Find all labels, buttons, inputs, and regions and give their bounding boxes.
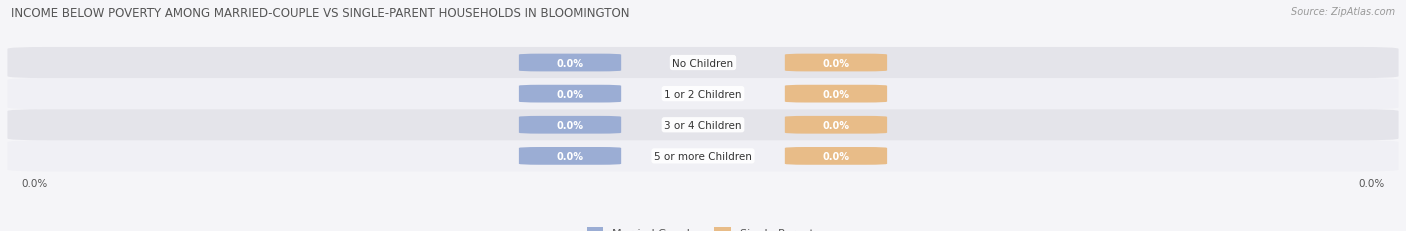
Text: 0.0%: 0.0% xyxy=(823,89,849,99)
Text: 0.0%: 0.0% xyxy=(21,179,48,188)
FancyBboxPatch shape xyxy=(7,110,1399,141)
Text: 0.0%: 0.0% xyxy=(823,58,849,68)
Text: 0.0%: 0.0% xyxy=(823,151,849,161)
FancyBboxPatch shape xyxy=(785,85,887,103)
Text: 0.0%: 0.0% xyxy=(557,58,583,68)
Text: 0.0%: 0.0% xyxy=(1358,179,1385,188)
Text: INCOME BELOW POVERTY AMONG MARRIED-COUPLE VS SINGLE-PARENT HOUSEHOLDS IN BLOOMIN: INCOME BELOW POVERTY AMONG MARRIED-COUPL… xyxy=(11,7,630,20)
Text: 0.0%: 0.0% xyxy=(557,120,583,130)
FancyBboxPatch shape xyxy=(7,141,1399,172)
Text: 0.0%: 0.0% xyxy=(823,120,849,130)
FancyBboxPatch shape xyxy=(519,55,621,72)
FancyBboxPatch shape xyxy=(7,48,1399,79)
Text: 1 or 2 Children: 1 or 2 Children xyxy=(664,89,742,99)
FancyBboxPatch shape xyxy=(7,79,1399,110)
Text: 5 or more Children: 5 or more Children xyxy=(654,151,752,161)
Text: 0.0%: 0.0% xyxy=(557,89,583,99)
FancyBboxPatch shape xyxy=(519,85,621,103)
FancyBboxPatch shape xyxy=(785,116,887,134)
Text: No Children: No Children xyxy=(672,58,734,68)
Legend: Married Couples, Single Parents: Married Couples, Single Parents xyxy=(586,227,820,231)
FancyBboxPatch shape xyxy=(785,147,887,165)
Text: Source: ZipAtlas.com: Source: ZipAtlas.com xyxy=(1291,7,1395,17)
FancyBboxPatch shape xyxy=(519,147,621,165)
FancyBboxPatch shape xyxy=(785,55,887,72)
Text: 0.0%: 0.0% xyxy=(557,151,583,161)
FancyBboxPatch shape xyxy=(519,116,621,134)
Text: 3 or 4 Children: 3 or 4 Children xyxy=(664,120,742,130)
